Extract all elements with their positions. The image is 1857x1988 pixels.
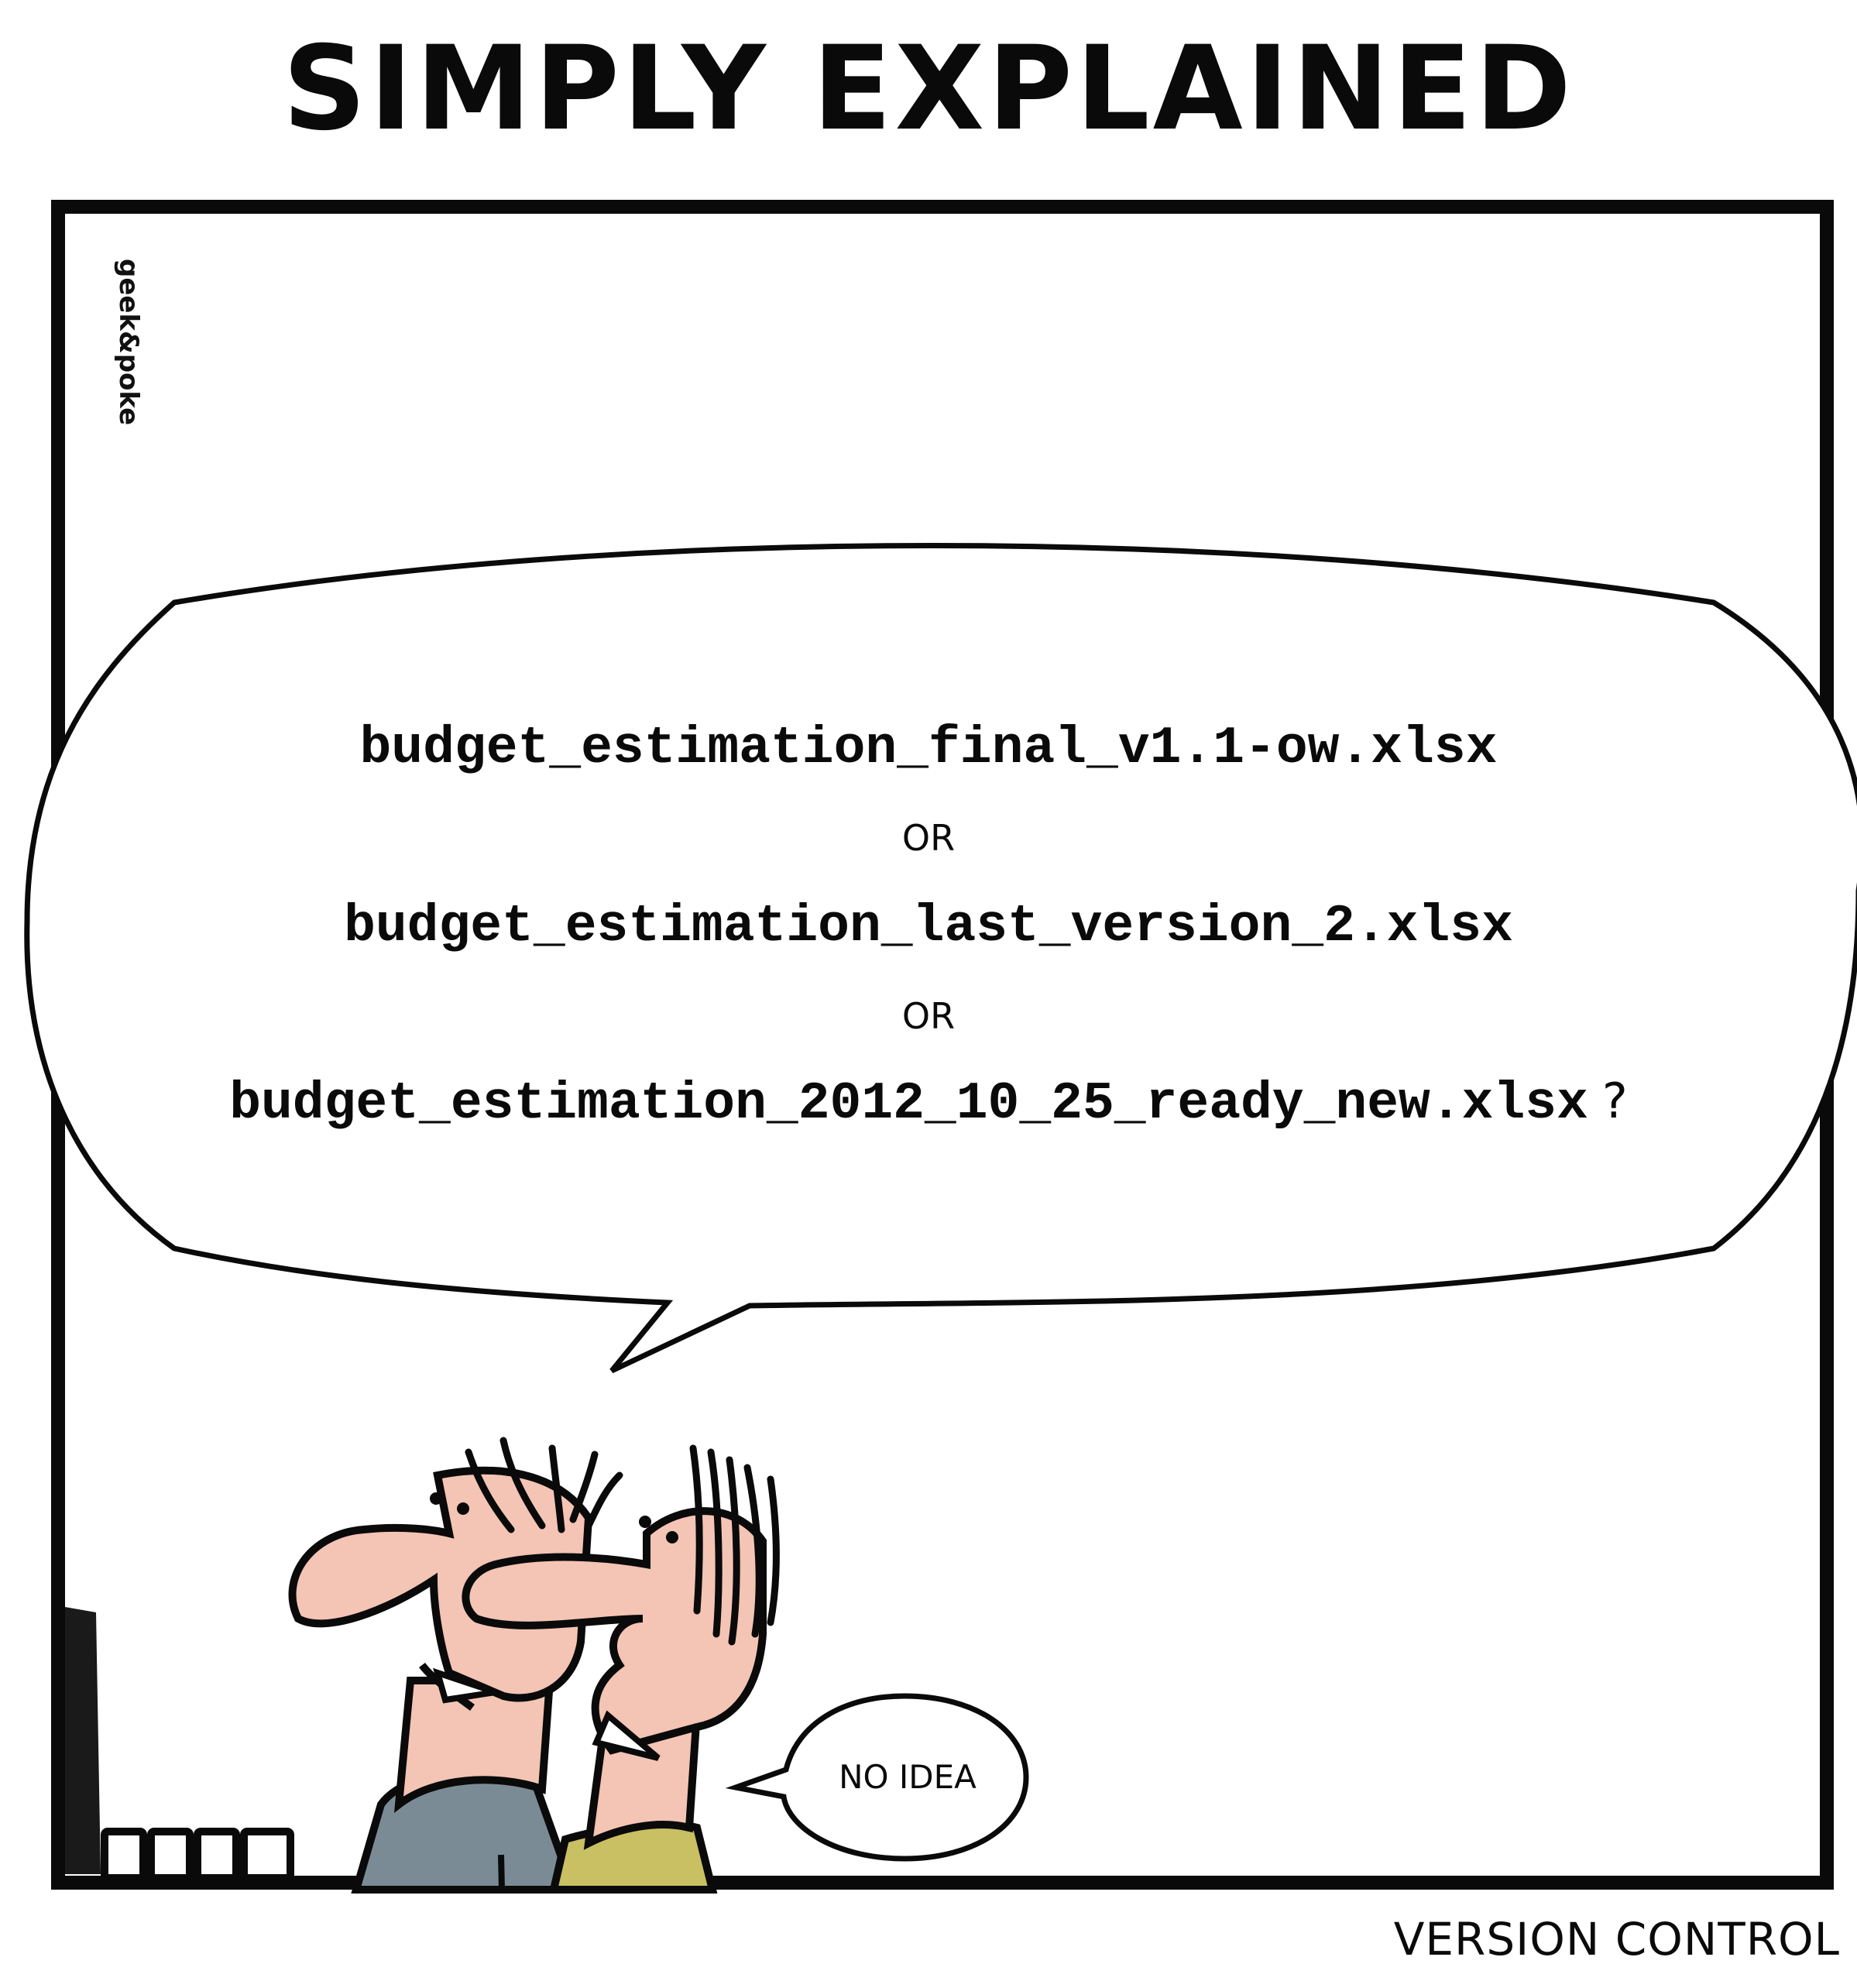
eyes [430, 1492, 678, 1543]
left-person-head [288, 1466, 593, 1702]
monitor-edge [65, 1607, 101, 1874]
left-person-neck [393, 1677, 554, 1814]
right-person-shirt [548, 1820, 718, 1894]
comic-caption: VERSION CONTROL [1393, 1913, 1840, 1966]
speech-bubble [24, 543, 1857, 1374]
option-three: budget_estimation_2012_10_25_ready_new.x… [229, 1074, 1588, 1134]
hair [465, 1437, 780, 1646]
option-three-line: budget_estimation_2012_10_25_ready_new.x… [0, 1073, 1857, 1134]
answer-bubble [725, 1693, 1029, 1862]
answer-text: NO IDEA [839, 1758, 977, 1796]
or-two: OR [901, 995, 956, 1037]
or-one: OR [901, 817, 956, 859]
keyboard [101, 1828, 294, 1882]
option-two: budget_estimation_last_version_2.xlsx [344, 897, 1513, 956]
comic-title: SIMPLY EXPLAINED [282, 22, 1575, 156]
question-mark: ? [1601, 1073, 1628, 1129]
right-person-head [462, 1507, 767, 1755]
option-one: budget_estimation_final_v1.1-ow.xlsx [359, 719, 1498, 778]
